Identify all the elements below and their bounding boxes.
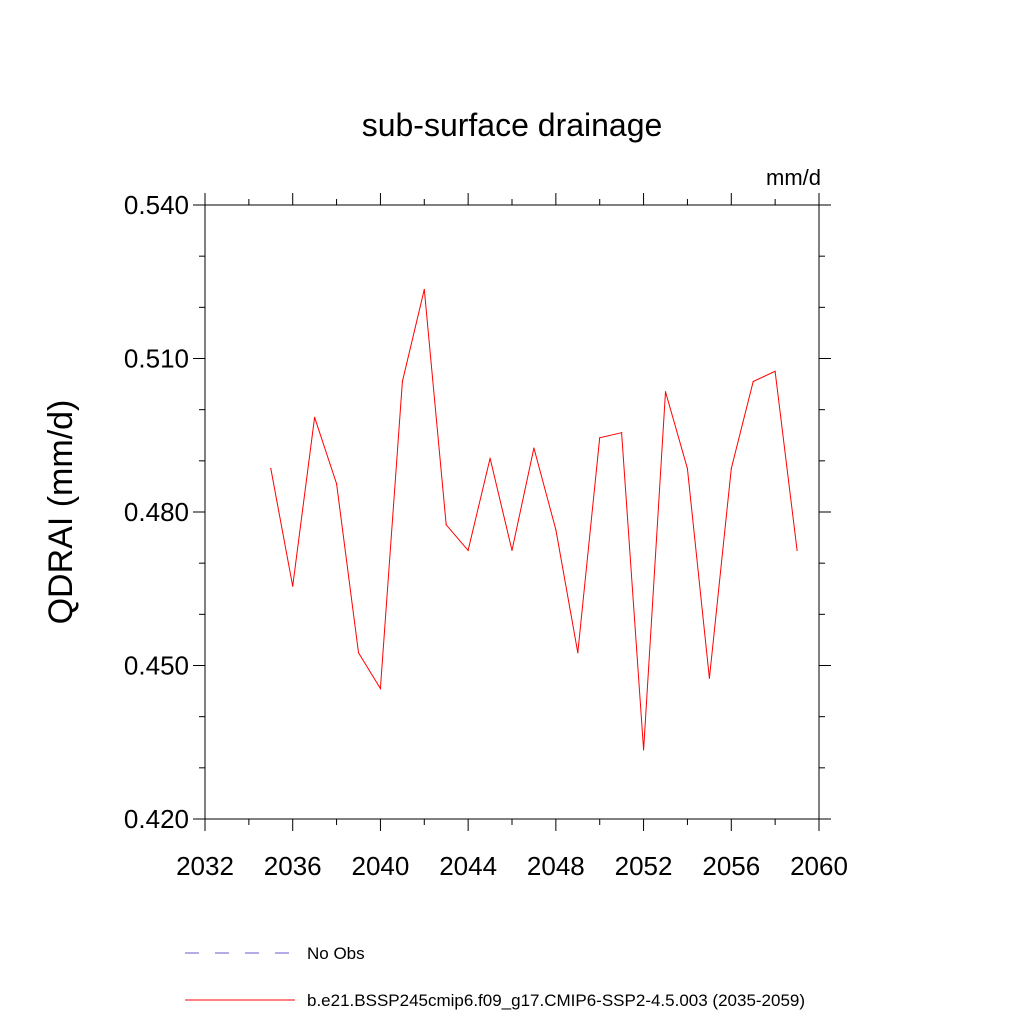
data-point — [467, 549, 469, 551]
data-point — [533, 447, 535, 449]
data-point — [511, 549, 513, 551]
data-point — [774, 370, 776, 372]
x-tick-label: 2060 — [790, 851, 848, 881]
data-point — [314, 416, 316, 418]
data-point — [445, 524, 447, 526]
y-axis-label: QDRAI (mm/d) — [42, 400, 80, 625]
data-point — [555, 529, 557, 531]
data-point — [423, 288, 425, 291]
data-point — [401, 380, 403, 383]
x-tick-label: 2044 — [439, 851, 497, 881]
axes: 0.420 0.450 0.480 0.510 0.540 2032 2036 2040 204… — [124, 190, 848, 881]
data-point — [577, 652, 579, 654]
data-point — [642, 749, 645, 751]
legend-label-no-obs: No Obs — [307, 944, 365, 963]
x-tick-label: 2032 — [176, 851, 234, 881]
data-point — [292, 585, 294, 587]
data-point — [730, 467, 732, 470]
chart-title: sub-surface drainage — [362, 107, 663, 143]
x-tick-label: 2048 — [527, 851, 585, 881]
x-tick-label: 2036 — [264, 851, 322, 881]
legend: No Obs b.e21.BSSP245cmip6.f09_g17.CMIP6-… — [185, 944, 805, 1010]
data-point — [599, 437, 601, 439]
x-tick-label: 2056 — [702, 851, 760, 881]
data-point — [489, 457, 491, 459]
data-point — [708, 677, 710, 679]
units-label: mm/d — [766, 165, 821, 190]
series-layer — [270, 288, 798, 751]
x-tick-label: 2052 — [615, 851, 673, 881]
y-tick-label: 0.540 — [124, 190, 189, 220]
series-line-0 — [270, 289, 798, 750]
x-tick-label: 2040 — [352, 851, 410, 881]
data-point — [270, 467, 272, 470]
data-point — [335, 483, 338, 485]
legend-label-model-run: b.e21.BSSP245cmip6.f09_g17.CMIP6-SSP2-4.… — [307, 991, 805, 1010]
data-point — [796, 549, 798, 551]
data-point — [621, 432, 623, 434]
y-tick-label: 0.420 — [124, 804, 189, 834]
y-tick-label: 0.510 — [124, 344, 189, 374]
data-point — [379, 687, 382, 690]
data-point — [686, 467, 689, 470]
y-tick-label: 0.480 — [124, 497, 189, 527]
data-point — [357, 652, 360, 654]
data-point — [664, 391, 667, 393]
y-tick-label: 0.450 — [124, 651, 189, 681]
data-point — [752, 380, 754, 383]
